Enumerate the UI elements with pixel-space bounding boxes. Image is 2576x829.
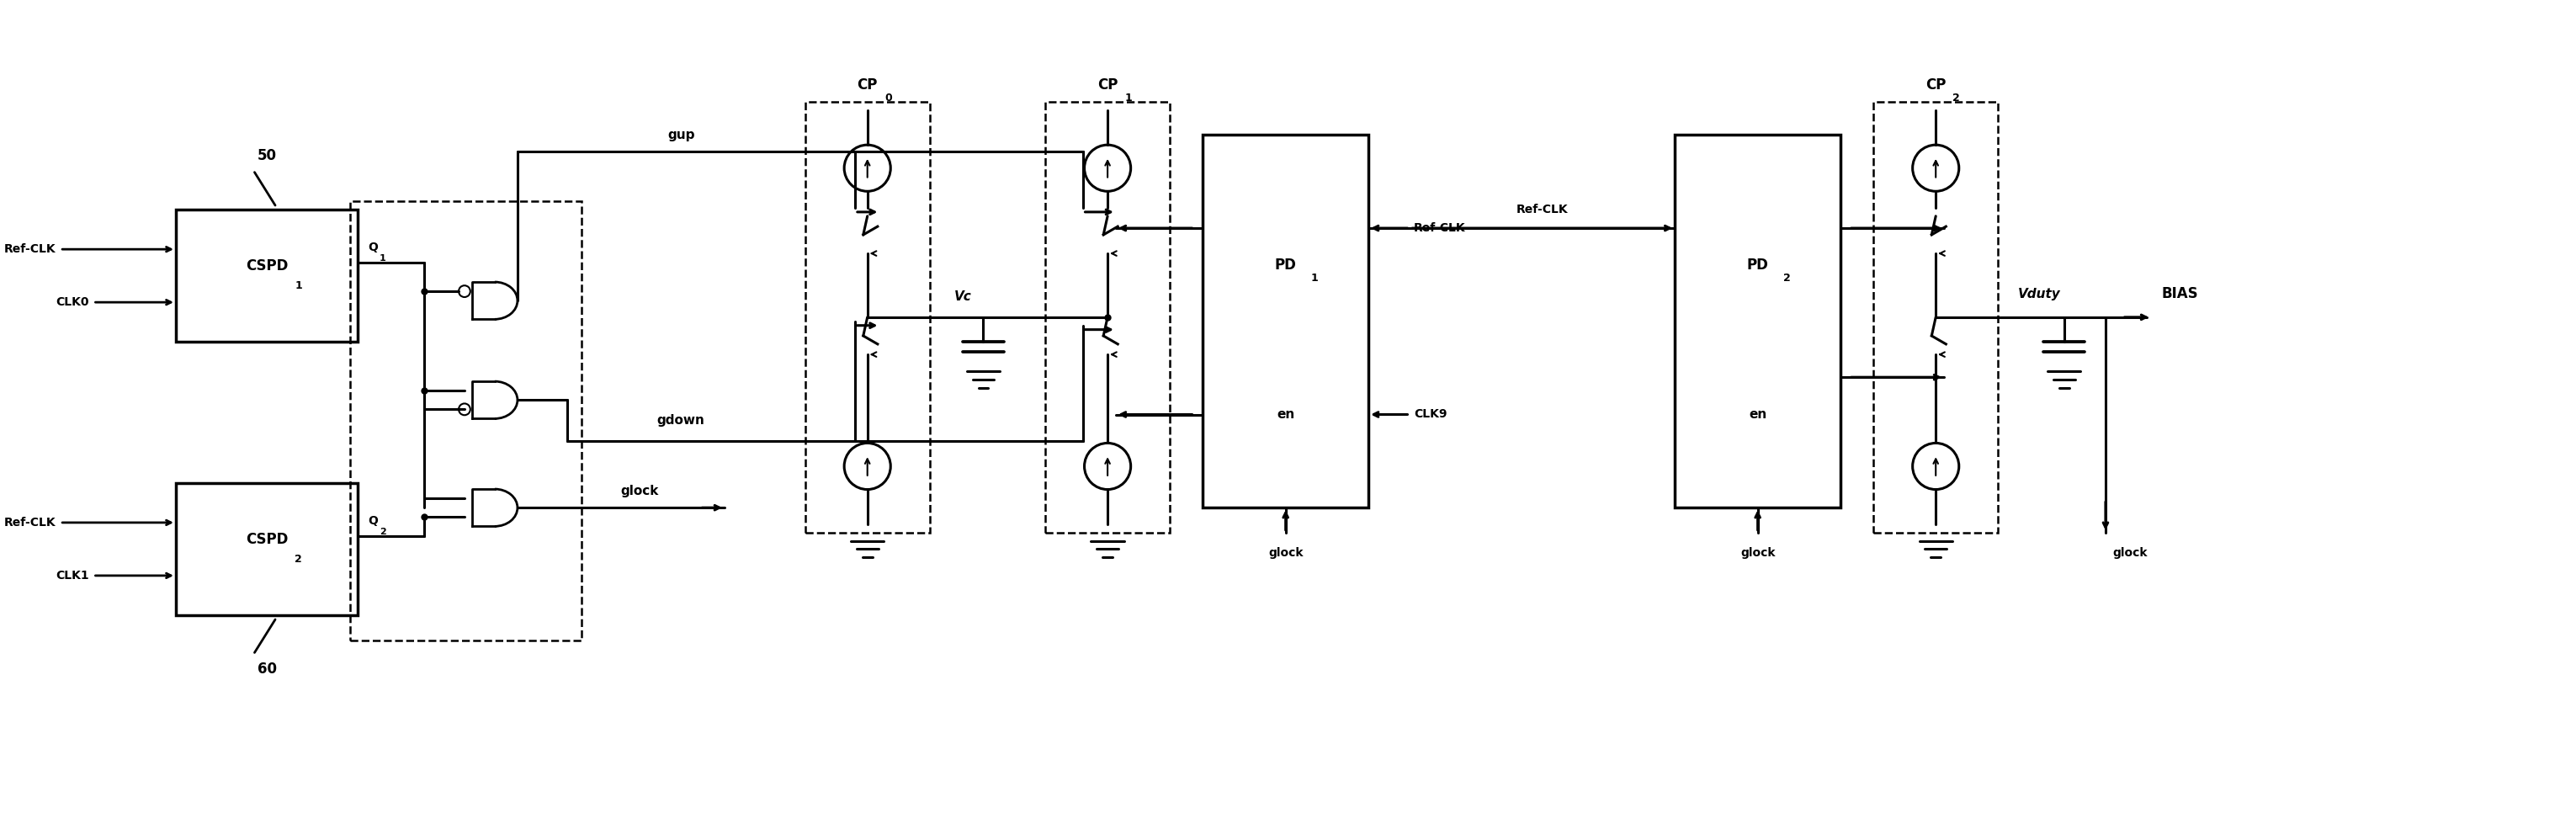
Text: PD: PD <box>1275 258 1296 273</box>
Text: 0: 0 <box>884 92 891 103</box>
Bar <box>175 482 358 615</box>
Text: Q: Q <box>368 515 379 526</box>
Text: PD: PD <box>1747 258 1770 273</box>
Text: Q: Q <box>368 242 379 254</box>
Bar <box>1873 102 1999 532</box>
Text: en: en <box>1278 408 1296 421</box>
Bar <box>806 102 930 532</box>
Text: gdown: gdown <box>657 414 706 427</box>
Text: glock: glock <box>621 485 659 497</box>
Bar <box>1674 135 1839 507</box>
Text: CP: CP <box>1924 78 1945 93</box>
Text: Vc: Vc <box>953 290 971 303</box>
Text: Ref-CLK: Ref-CLK <box>1414 222 1466 234</box>
Text: Ref-CLK: Ref-CLK <box>5 244 57 255</box>
Text: CSPD: CSPD <box>245 259 289 274</box>
Text: 2: 2 <box>1783 273 1790 284</box>
Text: 1: 1 <box>1311 273 1319 284</box>
Text: 1: 1 <box>294 280 301 291</box>
Text: Ref-CLK: Ref-CLK <box>1517 204 1569 216</box>
Text: 1: 1 <box>379 255 386 263</box>
Text: 60: 60 <box>258 662 276 676</box>
Text: gup: gup <box>667 128 696 141</box>
Text: 2: 2 <box>294 554 301 565</box>
Text: 2: 2 <box>1953 92 1960 103</box>
Bar <box>350 201 582 640</box>
Text: glock: glock <box>1741 547 1775 559</box>
Text: CSPD: CSPD <box>245 531 289 547</box>
Text: CP: CP <box>858 78 878 93</box>
Text: en: en <box>1749 408 1767 421</box>
Text: glock: glock <box>1267 547 1303 559</box>
Text: Ref-CLK: Ref-CLK <box>5 516 57 528</box>
Text: CP: CP <box>1097 78 1118 93</box>
Text: BIAS: BIAS <box>2161 286 2197 302</box>
Text: 2: 2 <box>379 527 386 536</box>
Text: glock: glock <box>2112 547 2148 559</box>
Text: CLK1: CLK1 <box>57 570 90 581</box>
Text: CLK9: CLK9 <box>1414 409 1448 420</box>
Bar <box>1046 102 1170 532</box>
Text: 50: 50 <box>258 148 276 163</box>
Text: Vduty: Vduty <box>2017 288 2061 300</box>
Bar <box>1203 135 1368 507</box>
Bar <box>175 210 358 342</box>
Text: CLK0: CLK0 <box>57 297 90 308</box>
Text: 1: 1 <box>1126 92 1131 103</box>
